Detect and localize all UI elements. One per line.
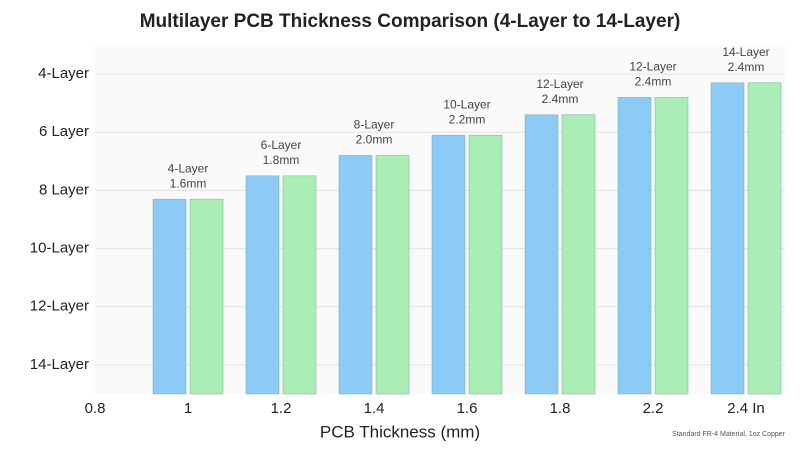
y-tick-label: 14-Layer — [30, 356, 89, 373]
y-tick-label: 8 Layer — [39, 181, 89, 198]
y-tick-label: 6 Layer — [39, 123, 89, 140]
annotation: 14-Layer — [722, 45, 769, 59]
y-tick-label: 12-Layer — [30, 298, 89, 315]
bar — [431, 134, 466, 395]
bar — [710, 82, 745, 395]
bar — [561, 114, 596, 395]
footnote: Standard FR-4 Material, 1oz Copper — [672, 431, 785, 438]
annotation: 2.4mm — [635, 75, 672, 89]
x-tick-label: 2.2 — [643, 400, 664, 417]
y-tick-label: 10-Layer — [30, 240, 89, 257]
bar — [524, 114, 559, 395]
bar — [152, 198, 187, 395]
bar — [375, 155, 410, 395]
annotation: 6-Layer — [261, 138, 302, 152]
annotation: 2.2mm — [449, 112, 486, 126]
annotation: 4-Layer — [168, 161, 209, 175]
bar — [282, 175, 317, 395]
x-tick-label: 1.2 — [271, 400, 292, 417]
annotation: 2.0mm — [356, 133, 393, 147]
annotation: 10-Layer — [443, 97, 490, 111]
annotation: 1.8mm — [263, 153, 300, 167]
bar — [338, 155, 373, 395]
bar — [245, 175, 280, 395]
x-tick-label: 1.6 — [457, 400, 478, 417]
bar — [468, 134, 503, 395]
annotation: 2.4mm — [542, 92, 579, 106]
x-tick-label: 2.4 In — [727, 400, 765, 417]
bar — [747, 82, 782, 395]
y-tick-label: 4-Layer — [38, 65, 89, 82]
x-tick-label: 1 — [184, 400, 192, 417]
chart-title: Multilayer PCB Thickness Comparison (4-L… — [140, 11, 681, 32]
x-tick-label: 0.8 — [85, 400, 106, 417]
annotation: 2.4mm — [728, 60, 765, 74]
x-axis-label: PCB Thickness (mm) — [320, 422, 480, 441]
x-tick-label: 1.8 — [550, 400, 571, 417]
annotation: 8-Layer — [354, 118, 395, 132]
bar — [189, 198, 224, 395]
annotation: 1.6mm — [170, 176, 207, 190]
x-tick-label: 1.4 — [364, 400, 385, 417]
annotation: 12-Layer — [629, 60, 676, 74]
bar — [617, 97, 652, 395]
bar — [654, 97, 689, 395]
annotation: 12-Layer — [536, 77, 583, 91]
